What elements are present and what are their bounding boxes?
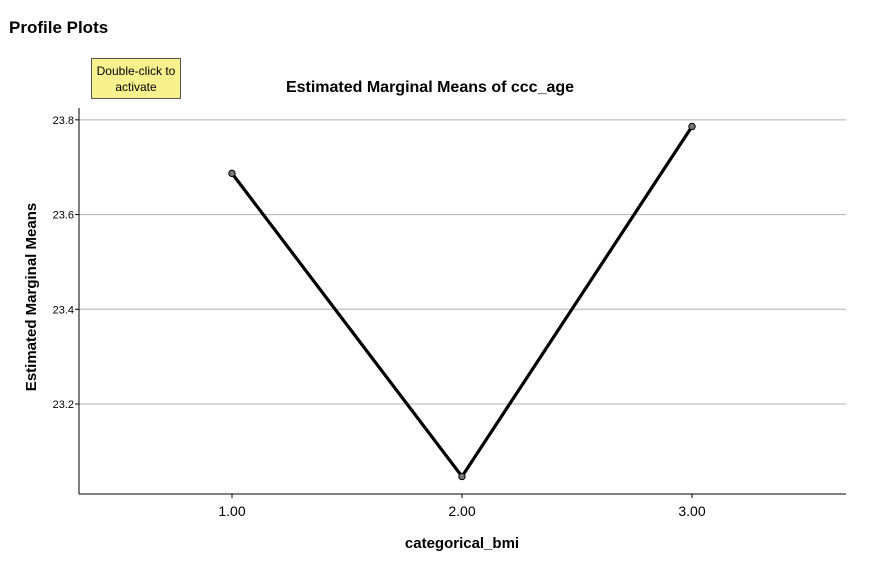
y-tick-labels: 23.2 23.4 23.6 23.8 [53,115,79,411]
x-tick-label: 3.00 [678,503,705,519]
data-point [228,169,236,178]
y-tick-label: 23.2 [53,399,74,411]
gridlines [79,119,846,405]
y-axis-label: Estimated Marginal Means [23,203,40,391]
series-line [230,125,694,480]
y-tick-label: 23.6 [53,210,74,222]
x-tick-label: 2.00 [448,503,475,519]
data-point [688,122,696,131]
series [228,122,696,481]
y-tick-label: 23.4 [53,304,74,316]
y-tick-label: 23.8 [53,115,74,127]
page-heading: Profile Plots [9,18,109,37]
x-axis-label: categorical_bmi [405,535,519,552]
x-tick-labels: 1.00 2.00 3.00 [218,494,706,519]
data-point [458,472,466,481]
axes [78,108,846,495]
chart-title: Estimated Marginal Means of ccc_age [286,79,574,96]
double-click-activate-note[interactable]: Double-click to activate [91,58,181,99]
x-tick-label: 1.00 [218,503,245,519]
